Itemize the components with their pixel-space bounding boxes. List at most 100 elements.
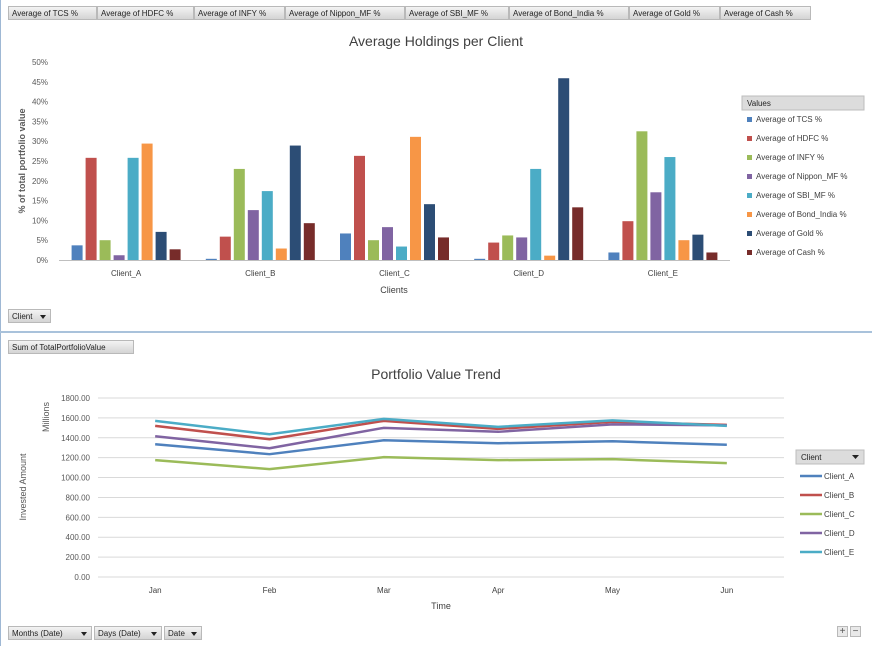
bar-x-tick-label: Client_E — [648, 269, 678, 278]
line-chart-series — [155, 417, 727, 471]
bar-y-tick-label: 35% — [32, 117, 48, 126]
line-chart-x-axis-title: Time — [431, 601, 451, 611]
bar — [127, 157, 139, 260]
bar — [502, 235, 514, 260]
months-filter-label: Months (Date) — [12, 629, 63, 638]
line-y-tick-label: 800.00 — [66, 493, 91, 502]
holdings-bar-chart: Average Holdings per Client % of total p… — [17, 33, 865, 295]
line-legend-label: Client_C — [824, 510, 855, 519]
line-legend-label: Client_E — [824, 548, 854, 557]
dropdown-arrow-icon — [151, 632, 157, 636]
line-series-path — [155, 417, 727, 436]
field-button-infy[interactable]: Average of INFY % — [194, 6, 285, 20]
bar — [692, 234, 704, 260]
bar-legend-label: Average of TCS % — [756, 115, 822, 124]
bar-chart-title: Average Holdings per Client — [349, 33, 523, 49]
line-y-tick-label: 1000.00 — [61, 474, 90, 483]
bar — [488, 242, 500, 260]
date-filter-button[interactable]: Date — [164, 626, 202, 640]
bar — [85, 157, 97, 260]
bar — [424, 204, 435, 260]
bar — [530, 168, 542, 260]
dropdown-arrow-icon — [40, 315, 46, 319]
field-button-hdfc[interactable]: Average of HDFC % — [97, 6, 194, 20]
bar-legend-swatch — [747, 193, 752, 198]
bar — [219, 236, 231, 260]
date-filter-label: Date — [168, 629, 185, 638]
line-x-tick-label: May — [605, 586, 620, 595]
days-filter-label: Days (Date) — [98, 629, 141, 638]
bar-legend-label: Average of SBI_MF % — [756, 191, 835, 200]
bar — [368, 240, 379, 260]
bar-y-tick-label: 15% — [32, 197, 48, 206]
field-button-bond[interactable]: Average of Bond_India % — [509, 6, 629, 20]
bar-chart-y-ticks: 0% 5% 10% 15% 20% 25% 30% 35% 40% 45% 50% — [32, 58, 48, 265]
bar-y-tick-label: 20% — [32, 177, 48, 186]
bar — [141, 143, 153, 260]
bar-legend-label: Average of Cash % — [756, 248, 825, 257]
days-filter-button[interactable]: Days (Date) — [94, 626, 162, 640]
bar — [340, 233, 351, 260]
dropdown-arrow-icon — [81, 632, 87, 636]
bar-y-tick-label: 50% — [32, 58, 48, 67]
bar-legend-label: Average of Bond_India % — [756, 210, 847, 219]
expand-button[interactable]: + — [837, 626, 848, 637]
bar — [354, 155, 365, 260]
bar — [558, 78, 570, 261]
bar-y-tick-label: 5% — [36, 236, 48, 245]
field-button-gold[interactable]: Average of Gold % — [629, 6, 720, 20]
sum-field-button[interactable]: Sum of TotalPortfolioValue — [8, 340, 134, 354]
line-legend-title: Client — [801, 453, 822, 462]
line-chart-title: Portfolio Value Trend — [371, 366, 501, 382]
bar — [410, 136, 421, 260]
line-x-tick-label: Apr — [492, 586, 505, 595]
line-y-tick-label: 0.00 — [74, 573, 90, 582]
line-chart-units-label: Millions — [41, 402, 51, 433]
line-x-tick-label: Jun — [720, 586, 733, 595]
bar — [678, 240, 690, 260]
line-legend-header[interactable] — [795, 449, 865, 465]
bar-y-tick-label: 10% — [32, 216, 48, 225]
bar-legend-label: Average of Gold % — [756, 229, 823, 238]
bar — [622, 221, 634, 260]
line-y-tick-label: 600.00 — [66, 513, 91, 522]
field-button-nippon[interactable]: Average of Nippon_MF % — [285, 6, 405, 20]
bar-chart-y-axis-title: % of total portfolio value — [17, 109, 27, 214]
bar — [155, 231, 167, 260]
portfolio-line-chart: Portfolio Value Trend Millions Invested … — [18, 366, 865, 611]
bar-legend-header[interactable] — [741, 95, 865, 111]
line-series-path — [155, 455, 727, 471]
bar — [247, 210, 259, 260]
field-button-cash[interactable]: Average of Cash % — [720, 6, 811, 20]
bar-x-tick-label: Client_C — [379, 269, 410, 278]
bar-legend-swatch — [747, 117, 752, 122]
legend-dropdown-arrow-icon[interactable] — [852, 455, 859, 459]
client-filter-button[interactable]: Client — [8, 309, 51, 323]
bar — [169, 249, 181, 260]
line-series-path — [155, 439, 727, 456]
line-y-tick-label: 1600.00 — [61, 414, 90, 423]
bar-y-tick-label: 45% — [32, 78, 48, 87]
bar-legend-label: Average of Nippon_MF % — [756, 172, 847, 181]
bar-legend-swatch — [747, 212, 752, 217]
line-chart-x-ticks: Jan Feb Mar Apr May Jun — [149, 586, 734, 595]
collapse-button[interactable]: − — [850, 626, 861, 637]
line-legend-label: Client_D — [824, 529, 855, 538]
bar-x-tick-label: Client_A — [111, 269, 142, 278]
bar — [261, 191, 273, 260]
field-button-sbi[interactable]: Average of SBI_MF % — [405, 6, 509, 20]
dropdown-arrow-icon — [191, 632, 197, 636]
bar — [706, 252, 718, 260]
field-button-tcs[interactable]: Average of TCS % — [8, 6, 97, 20]
bar-legend-swatch — [747, 155, 752, 160]
bar — [382, 227, 393, 260]
line-chart-y-axis-title: Invested Amount — [18, 453, 28, 521]
bar-x-tick-label: Client_B — [245, 269, 275, 278]
line-chart-legend: Client Client_A Client_B Client_C Client_D C… — [795, 449, 865, 557]
months-filter-button[interactable]: Months (Date) — [8, 626, 92, 640]
bar — [608, 252, 620, 260]
bar-y-tick-label: 30% — [32, 137, 48, 146]
line-x-tick-label: Feb — [263, 586, 277, 595]
line-chart-y-ticks: 0.00 200.00 400.00 600.00 800.00 1000.00 1200.… — [61, 394, 90, 582]
bar — [572, 207, 584, 260]
